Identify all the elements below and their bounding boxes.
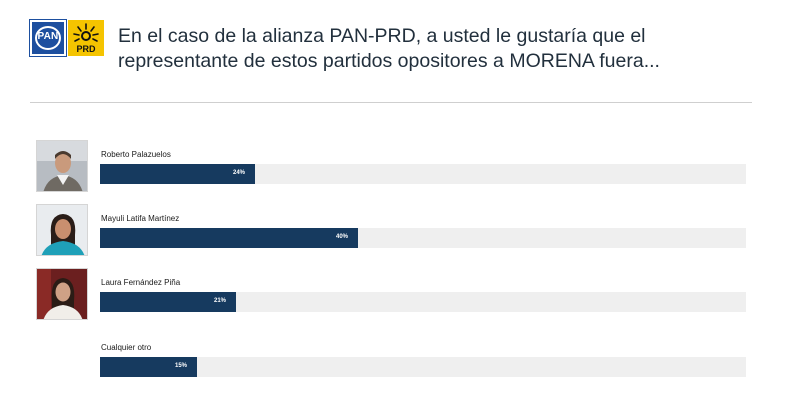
man-portrait-icon — [36, 140, 88, 192]
party-logos: PAN PRD — [29, 19, 104, 57]
bar-track: 40% — [100, 228, 746, 248]
candidate-name: Laura Fernández Piña — [101, 278, 181, 287]
woman-portrait-icon — [36, 204, 88, 256]
data-label: 15% — [174, 363, 187, 369]
pan-logo: PAN — [29, 19, 67, 57]
bar: 15% — [100, 357, 197, 377]
data-label: 24% — [232, 170, 245, 176]
pan-logo-ring — [35, 26, 61, 50]
bar-track: 24% — [100, 164, 746, 184]
bar: 24% — [100, 164, 255, 184]
data-label: 21% — [213, 298, 226, 304]
woman-portrait-icon — [36, 268, 88, 320]
candidate-name: Mayuli Latifa Martínez — [101, 214, 180, 223]
bar-track: 15% — [100, 357, 746, 377]
pan-logo-text: PAN — [37, 31, 59, 42]
result-row: Cualquier otro 15% — [36, 333, 748, 387]
result-row: Roberto Palazuelos 24% — [36, 140, 748, 194]
prd-sun-icon — [73, 23, 99, 42]
data-label: 40% — [335, 234, 348, 240]
bar-track: 21% — [100, 292, 746, 312]
candidate-name: Roberto Palazuelos — [101, 150, 171, 159]
header-divider — [30, 102, 752, 103]
result-row: Mayuli Latifa Martínez 40% — [36, 204, 748, 258]
result-row: Laura Fernández Piña 21% — [36, 268, 748, 322]
candidate-name: Cualquier otro — [101, 343, 152, 352]
bar: 40% — [100, 228, 358, 248]
poll-question: En el caso de la alianza PAN-PRD, a uste… — [118, 25, 660, 72]
prd-logo: PRD — [68, 20, 104, 56]
bar: 21% — [100, 292, 236, 312]
prd-logo-text: PRD — [76, 44, 96, 54]
